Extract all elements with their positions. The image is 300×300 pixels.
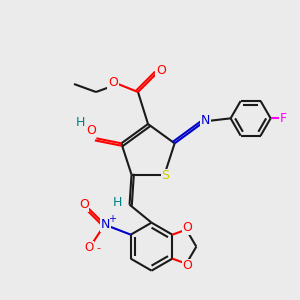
Text: O: O <box>108 76 118 88</box>
Text: S: S <box>161 169 169 182</box>
Text: H: H <box>113 196 122 209</box>
Text: O: O <box>182 259 192 272</box>
Text: O: O <box>79 198 89 211</box>
Text: O: O <box>86 124 96 137</box>
Text: N: N <box>201 114 210 127</box>
Text: -: - <box>97 243 101 253</box>
Text: H: H <box>76 116 85 129</box>
Text: O: O <box>182 221 192 234</box>
Text: O: O <box>84 241 93 254</box>
Text: +: + <box>108 214 116 224</box>
Text: O: O <box>156 64 166 77</box>
Text: F: F <box>280 112 287 125</box>
Text: N: N <box>101 218 110 231</box>
